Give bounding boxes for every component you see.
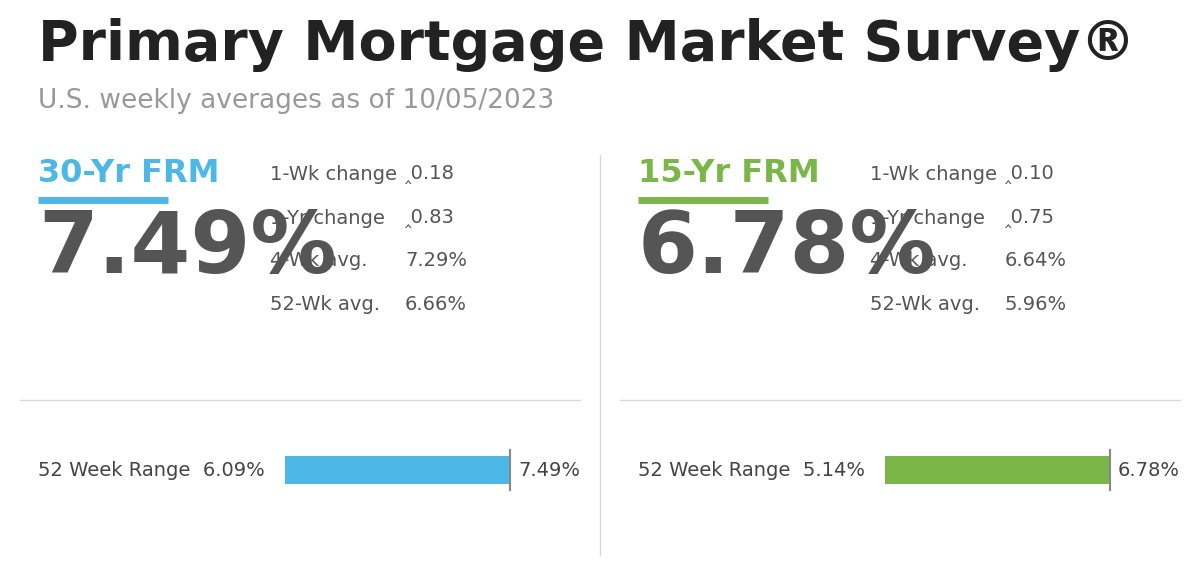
Text: 4-Wk avg.: 4-Wk avg. (870, 251, 967, 271)
Text: 4-Wk avg.: 4-Wk avg. (270, 251, 367, 271)
Text: 7.49%: 7.49% (518, 461, 580, 479)
Text: 7.49%: 7.49% (38, 208, 337, 291)
Text: 6.78%: 6.78% (1118, 461, 1180, 479)
Bar (286, 456, 510, 484)
Text: ‸0.83: ‸0.83 (406, 209, 455, 227)
Text: 1-Wk change: 1-Wk change (270, 166, 397, 184)
Text: 52-Wk avg.: 52-Wk avg. (870, 294, 980, 314)
Text: Primary Mortgage Market Survey®: Primary Mortgage Market Survey® (38, 18, 1135, 72)
Text: 15-Yr FRM: 15-Yr FRM (638, 158, 820, 189)
Text: 1-Yr change: 1-Yr change (270, 209, 385, 227)
Text: 30-Yr FRM: 30-Yr FRM (38, 158, 220, 189)
Text: 52-Wk avg.: 52-Wk avg. (270, 294, 380, 314)
Text: 52 Week Range  5.14%: 52 Week Range 5.14% (638, 461, 865, 479)
Text: ‸0.75: ‸0.75 (1006, 209, 1055, 227)
Text: ‸0.18: ‸0.18 (406, 166, 455, 184)
Text: 1-Wk change: 1-Wk change (870, 166, 997, 184)
Text: 6.66%: 6.66% (406, 294, 467, 314)
Text: U.S. weekly averages as of 10/05/2023: U.S. weekly averages as of 10/05/2023 (38, 88, 554, 114)
Text: 52 Week Range  6.09%: 52 Week Range 6.09% (38, 461, 265, 479)
Text: 7.29%: 7.29% (406, 251, 467, 271)
Bar (886, 456, 1110, 484)
Text: 1-Yr change: 1-Yr change (870, 209, 985, 227)
Text: 6.64%: 6.64% (1006, 251, 1067, 271)
Text: ‸0.10: ‸0.10 (1006, 166, 1055, 184)
Text: 5.96%: 5.96% (1006, 294, 1067, 314)
Text: 6.78%: 6.78% (638, 208, 937, 291)
